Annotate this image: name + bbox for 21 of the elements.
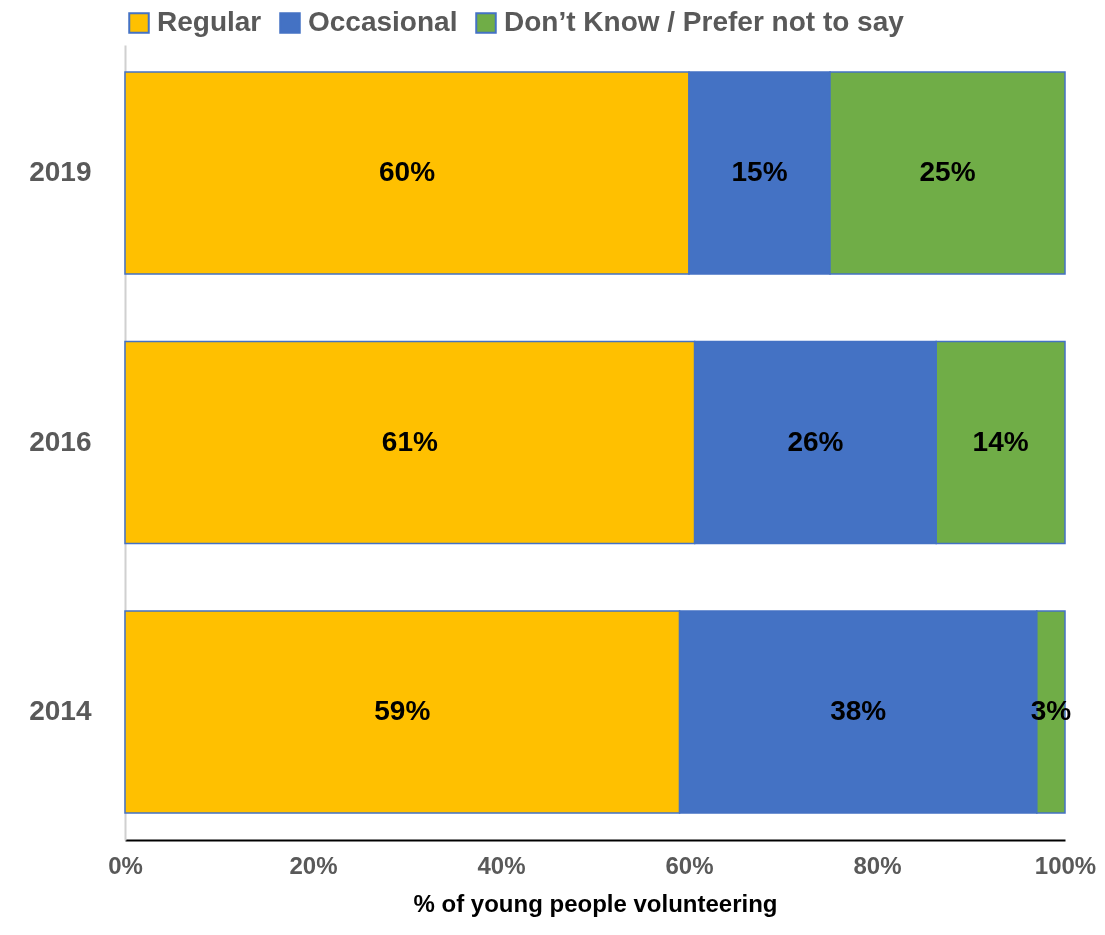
data-label: 38% (830, 694, 887, 726)
data-label: 14% (972, 425, 1029, 457)
x-tick-label: 100% (1034, 851, 1097, 879)
data-label: 15% (731, 156, 788, 188)
x-tick-label: 0% (108, 851, 143, 879)
x-tick-label: 60% (665, 851, 714, 879)
legend-label: Occasional (308, 6, 458, 37)
data-label: 60% (378, 156, 436, 188)
x-tick-label: 80% (853, 851, 902, 879)
y-tick-label: 2019 (29, 156, 92, 188)
y-tick-label: 2016 (29, 425, 92, 457)
legend-label: Regular (157, 6, 262, 37)
legend-label: Don’t Know / Prefer not to say (504, 6, 905, 37)
y-tick-label: 2014 (29, 694, 92, 726)
data-label: 61% (381, 425, 438, 457)
data-label: 59% (374, 694, 431, 726)
x-tick-label: 20% (289, 851, 338, 879)
data-label: 26% (787, 425, 844, 457)
x-axis-title: % of young people volunteering (413, 889, 778, 917)
data-label: 25% (919, 156, 976, 188)
x-tick-label: 40% (477, 851, 526, 879)
